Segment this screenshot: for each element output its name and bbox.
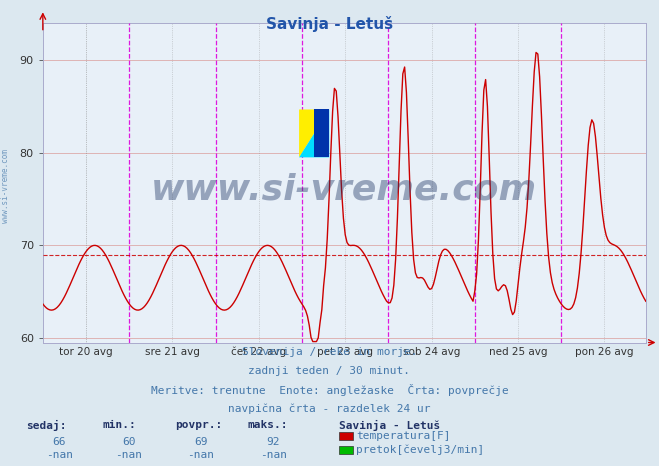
Text: temperatura[F]: temperatura[F] (356, 431, 450, 441)
Text: 60: 60 (122, 437, 135, 447)
Text: -nan: -nan (260, 450, 287, 459)
Text: -nan: -nan (46, 450, 72, 459)
Text: zadnji teden / 30 minut.: zadnji teden / 30 minut. (248, 366, 411, 376)
Text: Savinja - Letuš: Savinja - Letuš (266, 16, 393, 32)
Text: www.si-vreme.com: www.si-vreme.com (152, 172, 537, 206)
Text: navpična črta - razdelek 24 ur: navpična črta - razdelek 24 ur (228, 403, 431, 414)
Polygon shape (299, 110, 330, 158)
Polygon shape (299, 110, 330, 158)
Bar (314, 110, 330, 158)
Text: sedaj:: sedaj: (26, 420, 67, 432)
Text: 92: 92 (267, 437, 280, 447)
Text: Savinja - Letuš: Savinja - Letuš (339, 420, 441, 432)
Text: Meritve: trenutne  Enote: angležaske  Črta: povprečje: Meritve: trenutne Enote: angležaske Črta… (151, 384, 508, 397)
Text: -nan: -nan (115, 450, 142, 459)
Text: min.:: min.: (102, 420, 136, 430)
Text: 69: 69 (194, 437, 208, 447)
Text: Slovenija / reke in morje.: Slovenija / reke in morje. (242, 347, 417, 357)
Text: maks.:: maks.: (247, 420, 287, 430)
Text: 66: 66 (53, 437, 66, 447)
Text: povpr.:: povpr.: (175, 420, 222, 430)
Text: -nan: -nan (188, 450, 214, 459)
Text: pretok[čevelj3/min]: pretok[čevelj3/min] (356, 445, 484, 455)
Text: www.si-vreme.com: www.si-vreme.com (1, 150, 10, 223)
